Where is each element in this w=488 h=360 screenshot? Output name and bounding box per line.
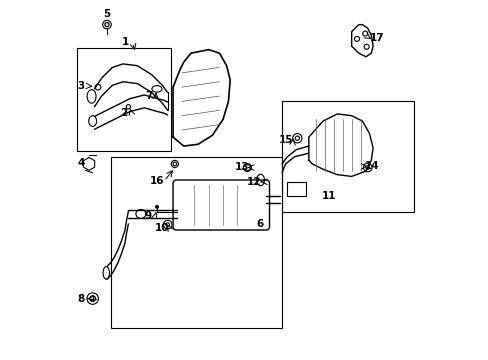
Circle shape [155,205,158,208]
Bar [282,102,413,212]
Text: 15: 15 [279,135,293,145]
Text: 1: 1 [122,37,129,48]
Text: 12: 12 [246,177,261,187]
Circle shape [104,22,109,27]
Text: 9: 9 [144,211,151,221]
Text: 3: 3 [78,81,85,91]
Text: 13: 13 [234,162,249,172]
Text: 4: 4 [78,158,85,168]
Text: 10: 10 [154,222,168,233]
Text: 2: 2 [120,108,127,118]
Bar [110,157,282,328]
Text: 6: 6 [256,219,263,229]
Text: 8: 8 [78,294,85,303]
Text: 11: 11 [321,191,336,201]
Text: 17: 17 [368,33,383,43]
Bar [77,48,171,152]
Text: 7: 7 [145,91,152,101]
Bar [286,182,305,196]
Text: 16: 16 [149,176,164,186]
Circle shape [90,296,95,301]
Text: 14: 14 [365,161,379,171]
Text: 5: 5 [103,9,110,19]
